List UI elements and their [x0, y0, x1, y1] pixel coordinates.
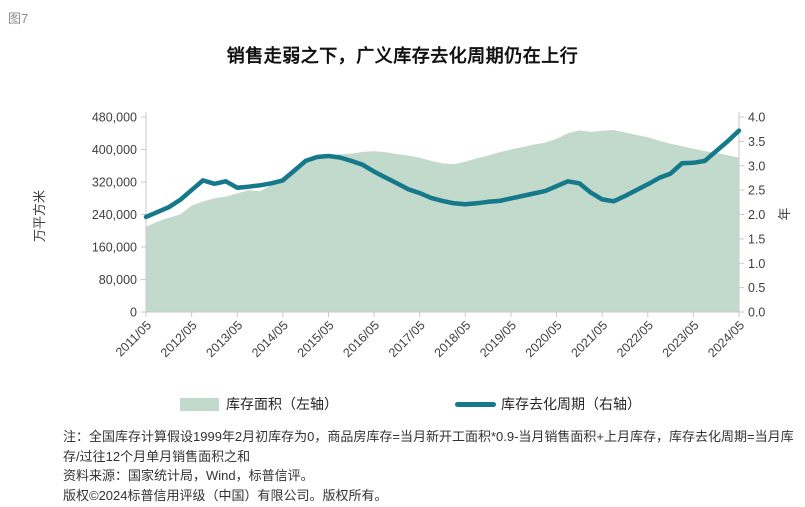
- right-axis-tick-label: 4.0: [748, 111, 765, 125]
- note-text: 注：全国库存计算假设1999年2月初库存为0，商品房库存=当月新开工面积*0.9…: [63, 429, 794, 464]
- left-axis-tick-label: 80,000: [99, 273, 137, 287]
- legend-label-destock-cycle: 库存去化周期（右轴）: [501, 396, 641, 412]
- right-axis-tick-label: 0.5: [748, 281, 765, 295]
- x-axis-tick-label: 2012/05: [158, 318, 200, 360]
- left-axis-tick-label: 320,000: [92, 176, 137, 190]
- x-axis-tick-label: 2015/05: [295, 318, 337, 360]
- right-axis-tick-label: 1.5: [748, 232, 765, 246]
- line-series-swatch-icon: [455, 401, 496, 407]
- x-axis-tick-label: 2013/05: [203, 318, 245, 360]
- x-axis-tick-label: 2020/05: [523, 318, 565, 360]
- right-axis-tick-label: 2.5: [748, 184, 765, 198]
- x-axis-tick-label: 2021/05: [568, 318, 610, 360]
- x-axis-tick-label: 2022/05: [614, 318, 656, 360]
- right-axis-title: 年: [777, 207, 792, 220]
- x-axis-tick-label: 2014/05: [249, 318, 291, 360]
- chart-legend: 库存面积（左轴） 库存去化周期（右轴）: [0, 392, 805, 416]
- left-axis-tick-label: 160,000: [92, 241, 137, 255]
- legend-item-destock-cycle: 库存去化周期（右轴）: [455, 392, 641, 416]
- legend-item-inventory-area: 库存面积（左轴）: [180, 392, 338, 416]
- area-series-swatch-icon: [180, 397, 219, 411]
- x-axis-tick-label: 2016/05: [340, 318, 382, 360]
- left-axis-tick-label: 240,000: [92, 208, 137, 222]
- x-axis-tick-label: 2017/05: [386, 318, 428, 360]
- right-axis-tick-label: 3.5: [748, 135, 765, 149]
- legend-label-inventory-area: 库存面积（左轴）: [226, 396, 338, 412]
- x-axis-tick-label: 2019/05: [477, 318, 519, 360]
- chart-plot: 万平方米 年 0 80,000 160,000 240,000 320,000 400,0…: [32, 111, 792, 361]
- chart-title: 销售走弱之下，广义库存去化周期仍在上行: [226, 46, 579, 66]
- left-axis-tick-label: 400,000: [92, 143, 137, 157]
- x-axis-tick-label: 2023/05: [660, 318, 702, 360]
- x-axis-tick-label: 2018/05: [432, 318, 474, 360]
- copyright-text: 版权©2024标普信用评级（中国）有限公司。版权所有。: [63, 487, 388, 503]
- footnotes: 注：全国库存计算假设1999年2月初库存为0，商品房库存=当月新开工面积*0.9…: [63, 427, 799, 505]
- left-axis-title: 万平方米: [32, 190, 47, 242]
- area-series: [146, 130, 739, 312]
- left-axis-tick-label: 0: [130, 306, 137, 320]
- source-text: 资料来源：国家统计局，Wind，标普信评。: [63, 468, 314, 483]
- right-axis-tick-label: 3.0: [748, 159, 765, 173]
- right-axis-tick-label: 2.0: [748, 208, 765, 222]
- x-axis-tick-label: 2011/05: [113, 318, 154, 359]
- left-axis-tick-label: 480,000: [92, 111, 137, 125]
- right-axis-tick-label: 0.0: [748, 306, 765, 320]
- right-axis-tick-label: 1.0: [748, 257, 765, 271]
- x-axis-tick-label: 2024/05: [705, 318, 747, 360]
- figure-label: 图7: [8, 11, 29, 26]
- line-series: [143, 128, 742, 220]
